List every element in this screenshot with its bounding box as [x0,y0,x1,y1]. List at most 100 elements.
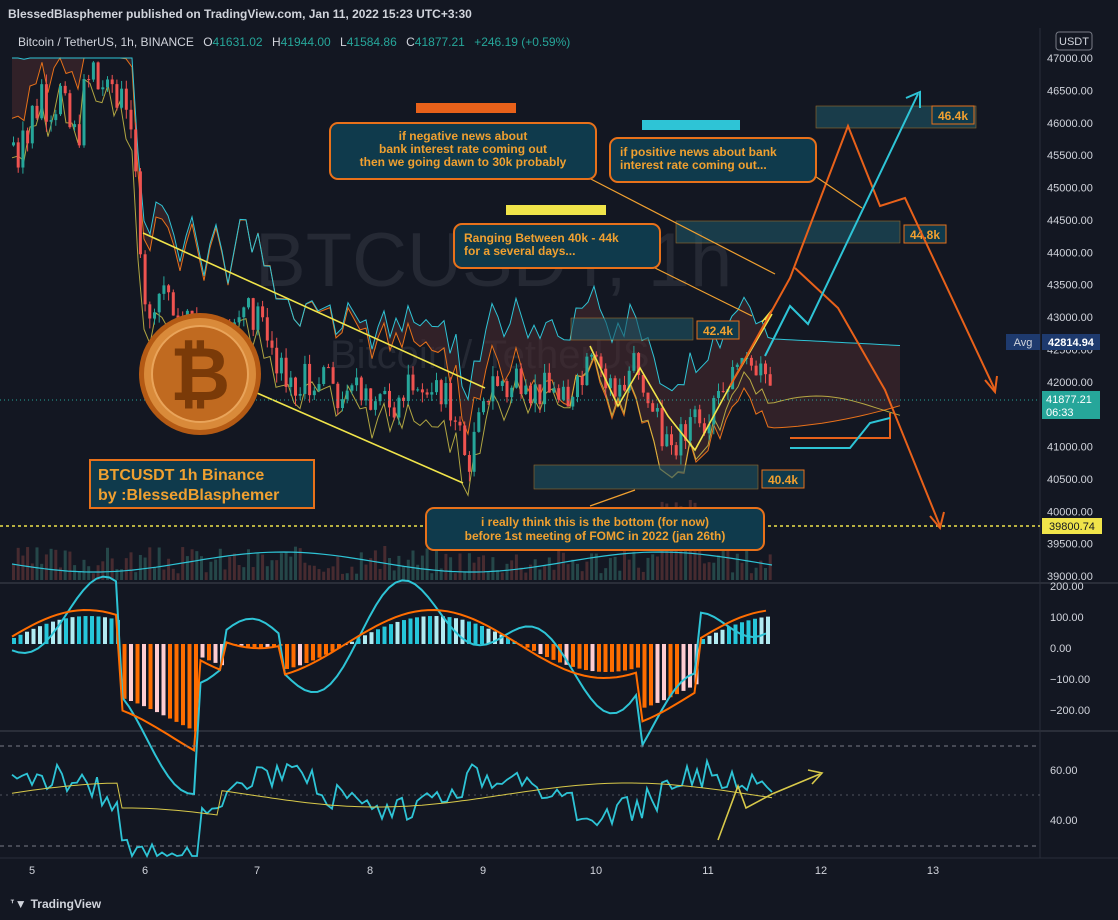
candle-body [449,383,453,421]
symbol-name[interactable]: Bitcoin / TetherUS, 1h, BINANCE [18,35,194,49]
volume-bar [12,564,15,580]
candle-body [406,374,410,401]
volume-bar [388,558,391,580]
rsi-pane[interactable] [0,732,1040,856]
macd-histogram-bar [538,644,543,655]
volume-bar [129,552,133,580]
macd-histogram-bar [135,644,140,704]
candle-body [364,388,368,401]
volume-bar [54,549,58,580]
time-axis[interactable]: 5 6 7 8 9 10 11 12 13 [29,865,939,877]
macd-indicator [11,575,770,796]
candle-body [514,368,518,388]
candle-body [101,87,105,90]
volume-bar [91,573,95,580]
macd-histogram-bar [558,644,562,663]
currency-box[interactable] [1055,31,1093,51]
candle-body [294,377,297,396]
volume-bar [73,565,77,580]
candle-body [623,384,626,391]
volume-bar [59,567,62,580]
macd-signal-line [11,608,767,752]
candle-body [12,142,15,146]
candle-body [491,376,495,402]
candle-body [557,388,561,400]
macd-histogram-bar [662,644,666,701]
volume-bar [420,555,424,580]
volume-bar [482,555,485,580]
macd-histogram-bar [493,631,497,644]
macd-histogram-bar [77,616,81,644]
volume-bar [355,573,359,580]
symbol-bar[interactable]: Bitcoin / TetherUS, 1h, BINANCE O41631.0… [18,35,570,49]
volume-bar [120,569,124,580]
candle-body [444,383,448,405]
macd-histogram-bar [688,644,692,688]
candle-body [627,370,631,391]
candle-body [49,120,53,122]
volume-bar [472,562,476,580]
volume-bar [646,557,650,580]
high-label: H [272,35,281,49]
volume-bar [364,564,368,580]
candle-body [237,317,241,323]
candle-body [44,84,48,122]
chart-canvas[interactable]: BTCUSDT, 1h Bitcoin / TetherUS Bitcoin /… [0,28,1118,888]
macd-histogram-bar [376,629,380,644]
macd-histogram-bar [714,632,718,644]
volume-bar [411,550,415,580]
candle-body [265,317,269,341]
price-tick-label: 40000.00 [1047,506,1093,518]
tradingview-logo[interactable]: ᐪ▼ TradingView [10,888,101,920]
volume-bar [500,572,504,580]
candle-body [383,390,387,395]
candle-body [632,353,636,371]
macd-histogram-bar [629,644,634,670]
volume-bar [369,558,373,580]
candle-body [82,79,86,146]
avg-badge: Avg 42814.94 [1006,334,1100,350]
macd-histogram-bar [239,644,244,646]
volume-bar [336,556,340,580]
volume-bar [392,570,396,580]
candle-body [670,434,673,446]
macd-histogram-bar [759,617,764,644]
candle-body [453,420,457,422]
volume-bar [764,568,767,580]
volume-bar [735,553,739,580]
macd-histogram-bar [415,617,419,644]
price-axis[interactable]: 47000.00 46500.00 46000.00 45500.00 45000.00… [1047,53,1093,583]
candle-body [585,356,589,386]
candle-body [416,389,420,391]
candle-body [322,367,326,385]
svg-text:40.4k: 40.4k [768,473,798,487]
volume-bar [599,573,603,580]
volume-bar [435,548,438,580]
svg-text:41877.21: 41877.21 [1046,394,1092,406]
macd-histogram-bar [272,644,276,647]
macd-histogram-bar [441,616,445,644]
annotation-range: Ranging Between 40k - 44k for a several … [453,223,661,269]
volume-bar [623,547,626,580]
macd-histogram-bar [382,626,387,644]
candle-body [458,421,462,426]
rsi-axis[interactable]: 60.00 40.00 [1050,765,1078,827]
price-tick-label: 47000.00 [1047,53,1093,65]
volume-bar [552,569,556,580]
candle-body [336,383,340,409]
candle-body [68,93,72,128]
footer-brand: TradingView [30,897,102,911]
annotation-title: BTCUSDT 1h Binance by :BlessedBlasphemer [89,459,315,509]
macd-histogram-bar [291,644,296,668]
volume-bar [651,554,655,580]
macd-histogram-bar [395,621,400,644]
candle-body [740,357,744,365]
candle-body [721,390,725,392]
volume-bar [571,559,575,580]
macd-histogram-bar [304,644,309,664]
svg-text:Bitcoin / TetherUS, 1h, BINANC: Bitcoin / TetherUS, 1h, BINANCE O41631.0… [18,35,570,49]
macd-axis[interactable]: 200.00 100.00 0.00 −100.00 −200.00 [1050,581,1090,717]
macd-pane[interactable] [0,584,1040,730]
macd-histogram-bar [174,644,179,722]
time-tick-label: 6 [142,865,148,877]
